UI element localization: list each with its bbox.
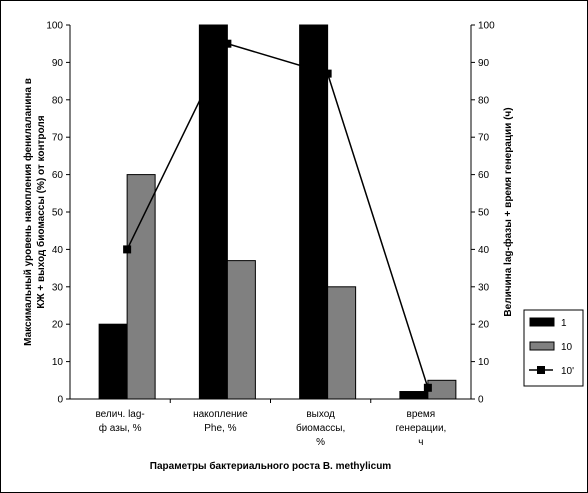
- marker: [223, 39, 232, 48]
- y2-tick-label: 90: [478, 58, 490, 69]
- y2-axis-title: Величина lag-фазы + время генерации (ч): [502, 107, 514, 316]
- bar: [427, 379, 457, 400]
- bar: [299, 24, 329, 400]
- y-tick-label: 20: [52, 320, 64, 331]
- y-axis-title: Максимальный уровень накопления фенилала…: [22, 78, 47, 346]
- y-tick-label: 30: [52, 282, 64, 293]
- y2-tick-label: 70: [478, 133, 490, 144]
- marker: [323, 69, 332, 78]
- x-tick-label: время генерации, ч: [395, 409, 446, 448]
- y2-tick-label: 30: [478, 282, 490, 293]
- y2-tick-label: 50: [478, 208, 490, 219]
- y2-tick-label: 10: [478, 357, 490, 368]
- legend-label: 10: [561, 342, 573, 353]
- y-tick-label: 50: [52, 208, 64, 219]
- x-tick-label: велич. lag-ф азы, %: [95, 409, 144, 434]
- bar: [98, 323, 128, 400]
- bar: [126, 174, 156, 400]
- y2-tick-label: 20: [478, 320, 490, 331]
- bar: [198, 24, 228, 400]
- legend-marker: [537, 366, 545, 374]
- bar: [226, 260, 256, 400]
- y-tick-label: 60: [52, 170, 64, 181]
- y2-tick-label: 60: [478, 170, 490, 181]
- legend-label: 1: [561, 318, 567, 329]
- y-tick-label: 80: [52, 95, 64, 106]
- x-tick-label: накопление Phe, %: [193, 409, 248, 434]
- y2-tick-label: 80: [478, 95, 490, 106]
- legend-swatch: [529, 341, 555, 351]
- y2-tick-label: 100: [478, 21, 495, 32]
- y-tick-label: 90: [52, 58, 64, 69]
- y-tick-label: 100: [46, 21, 63, 32]
- x-axis-title: Параметры бактериального роста B. methyl…: [150, 460, 392, 472]
- y2-tick-label: 0: [478, 395, 484, 406]
- y-tick-label: 40: [52, 245, 64, 256]
- x-tick-label: выход биомассы,%: [296, 409, 345, 448]
- bar: [399, 391, 429, 400]
- line: [126, 42, 429, 389]
- legend-label: 10': [561, 366, 574, 377]
- bar: [327, 286, 357, 400]
- marker: [423, 383, 432, 392]
- y2-tick-label: 40: [478, 245, 490, 256]
- y-tick-label: 10: [52, 357, 64, 368]
- marker: [123, 245, 132, 254]
- y-tick-label: 70: [52, 133, 64, 144]
- legend-swatch: [529, 317, 555, 327]
- y-tick-label: 0: [57, 395, 63, 406]
